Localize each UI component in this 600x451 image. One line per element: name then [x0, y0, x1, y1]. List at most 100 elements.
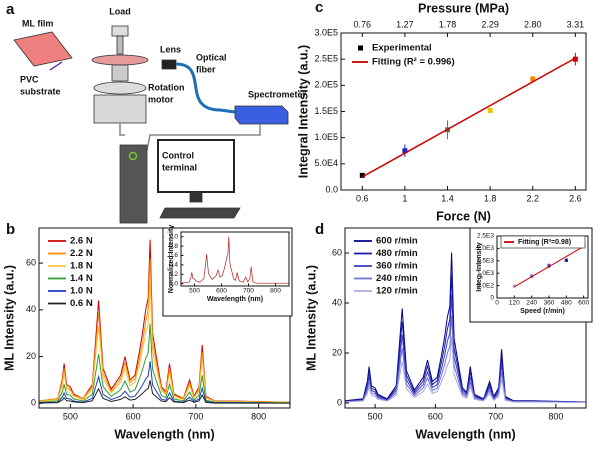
- legend-label: 360 r/min: [376, 261, 418, 272]
- y-tick-label: 40: [26, 304, 36, 314]
- x-tick-label: 800: [548, 411, 563, 421]
- x-tick-label: 500: [368, 411, 383, 421]
- x-tick-label: 600: [216, 288, 227, 295]
- load-cell: [111, 25, 129, 37]
- y-tick-label: 0.4: [169, 262, 178, 269]
- diagram-label: Rotation: [148, 82, 185, 92]
- plot-frame: [180, 231, 290, 287]
- legend-label: 120 r/min: [376, 286, 418, 297]
- x2-tick-label: 2.80: [524, 19, 542, 29]
- fiber: [175, 62, 236, 114]
- x-axis-title: Wavelength (nm): [415, 427, 515, 441]
- legend-label: 240 r/min: [376, 273, 418, 284]
- x-tick-label: 700: [488, 411, 503, 421]
- y-tick-label: 0.0: [169, 280, 178, 287]
- fit-line: [514, 245, 584, 288]
- x-tick-label: 700: [188, 411, 203, 421]
- control-box: [119, 144, 148, 224]
- diagram-label: Load: [109, 6, 131, 16]
- x-tick-label: 700: [243, 288, 254, 295]
- y-axis-title: Normalized Intensity: [168, 225, 175, 294]
- data-point: [512, 284, 516, 288]
- y-tick-label: 0.2: [169, 271, 178, 278]
- legend-box: [500, 235, 586, 249]
- motor-body: [93, 94, 147, 124]
- y-tick-label: 1.5E5: [314, 106, 338, 116]
- x2-tick-label: 2.29: [481, 19, 499, 29]
- diagram-label: ML film: [22, 18, 53, 28]
- power-led: [128, 151, 138, 161]
- x-tick-label: 600: [428, 411, 443, 421]
- x-axis-title: Speed (r/min): [520, 308, 565, 315]
- y-axis-title: ML Intensity (a.u.): [2, 265, 16, 371]
- lens: [161, 59, 177, 70]
- y-tick-label: 1.0E3: [477, 270, 494, 277]
- diagram-label: Spectrometer: [248, 89, 307, 99]
- diagram-label: fiber: [196, 64, 216, 74]
- panel-label: a: [6, 1, 15, 18]
- spectrum-line: [180, 236, 289, 284]
- x-tick-label: 360: [544, 300, 555, 307]
- legend-label: 1.8 N: [70, 261, 93, 272]
- spectrum-line: [344, 294, 587, 403]
- x-axis-title: Force (N): [436, 209, 491, 223]
- y-axis-title: ML Intensity (a.u.): [304, 265, 318, 371]
- legend-label: 2.2 N: [70, 248, 93, 259]
- diagram-label: Lens: [160, 44, 181, 54]
- data-point: [564, 258, 568, 262]
- diagram-label: PVC: [20, 74, 39, 84]
- y-tick-label: 0: [490, 295, 494, 302]
- monitor: [157, 139, 235, 193]
- monitor-stand: [189, 191, 203, 203]
- data-point: [547, 264, 551, 268]
- y-axis-title: Integ. Intensity: [476, 242, 483, 292]
- motor-shaft: [111, 64, 129, 82]
- x2-tick-label: 1.78: [439, 19, 457, 29]
- diagram-label: Control: [162, 150, 194, 160]
- y-tick-label: 0.6: [169, 252, 178, 259]
- x-tick-label: 2.6: [569, 193, 582, 203]
- spectrum-line: [38, 380, 290, 404]
- y-tick-label: 60: [26, 257, 36, 267]
- x-tick-label: 800: [251, 411, 266, 421]
- data-point: [487, 107, 493, 113]
- spectrum-line: [344, 336, 587, 403]
- inset-background: [162, 227, 293, 317]
- y-tick-label: 40: [332, 297, 342, 307]
- y-tick-label: 1.0: [169, 233, 178, 240]
- arrow: [49, 61, 63, 71]
- x-tick-label: 0.6: [356, 193, 369, 203]
- legend-label: 480 r/min: [376, 248, 418, 259]
- y-tick-label: 2.0E5: [314, 80, 338, 90]
- x-tick-label: 2.2: [526, 193, 539, 203]
- y-tick-label: 20: [26, 351, 36, 361]
- data-point: [572, 56, 578, 62]
- x2-tick-label: 1.27: [396, 19, 414, 29]
- y-tick-label: 3.0E5: [314, 27, 338, 37]
- cables: [119, 123, 261, 151]
- load-rod: [116, 35, 124, 55]
- y-tick-label: 1.5E3: [477, 258, 494, 265]
- fit-line: [361, 57, 576, 178]
- y-tick-label: 20: [332, 347, 342, 357]
- y-tick-label: 5.0E4: [314, 158, 338, 168]
- diagram-label: Optical: [196, 52, 227, 62]
- plot-frame: [340, 32, 587, 191]
- legend-label: Fitting (R²=0.98): [518, 239, 571, 246]
- y-tick-label: 0.0: [325, 184, 338, 194]
- spectrum-line: [344, 252, 587, 403]
- legend-label: Experimental: [372, 43, 432, 54]
- x-tick-label: 0: [495, 300, 499, 307]
- panel-label: d: [315, 221, 324, 238]
- spectrum-line: [344, 273, 587, 403]
- diagram-label: substrate: [20, 86, 61, 96]
- legend-label: 1.4 N: [70, 273, 93, 284]
- x-tick-label: 500: [63, 411, 78, 421]
- sample-stage: [91, 54, 149, 66]
- x-axis-title: Wavelength (nm): [114, 427, 214, 441]
- y-tick-label: 0: [337, 397, 342, 407]
- legend-marker: [358, 45, 363, 51]
- x-tick-label: 600: [126, 411, 141, 421]
- legend-label: 1.0 N: [70, 286, 93, 297]
